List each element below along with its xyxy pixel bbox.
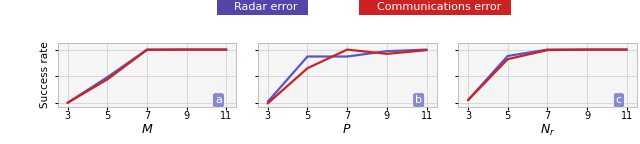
Text: b: b: [415, 95, 422, 105]
X-axis label: $N_r$: $N_r$: [540, 123, 555, 138]
Text: Radar error: Radar error: [220, 2, 305, 12]
X-axis label: $M$: $M$: [141, 123, 153, 136]
Text: a: a: [215, 95, 222, 105]
X-axis label: $P$: $P$: [342, 123, 352, 136]
Text: Communications error: Communications error: [363, 2, 508, 12]
Text: c: c: [616, 95, 622, 105]
Y-axis label: Success rate: Success rate: [40, 42, 50, 108]
